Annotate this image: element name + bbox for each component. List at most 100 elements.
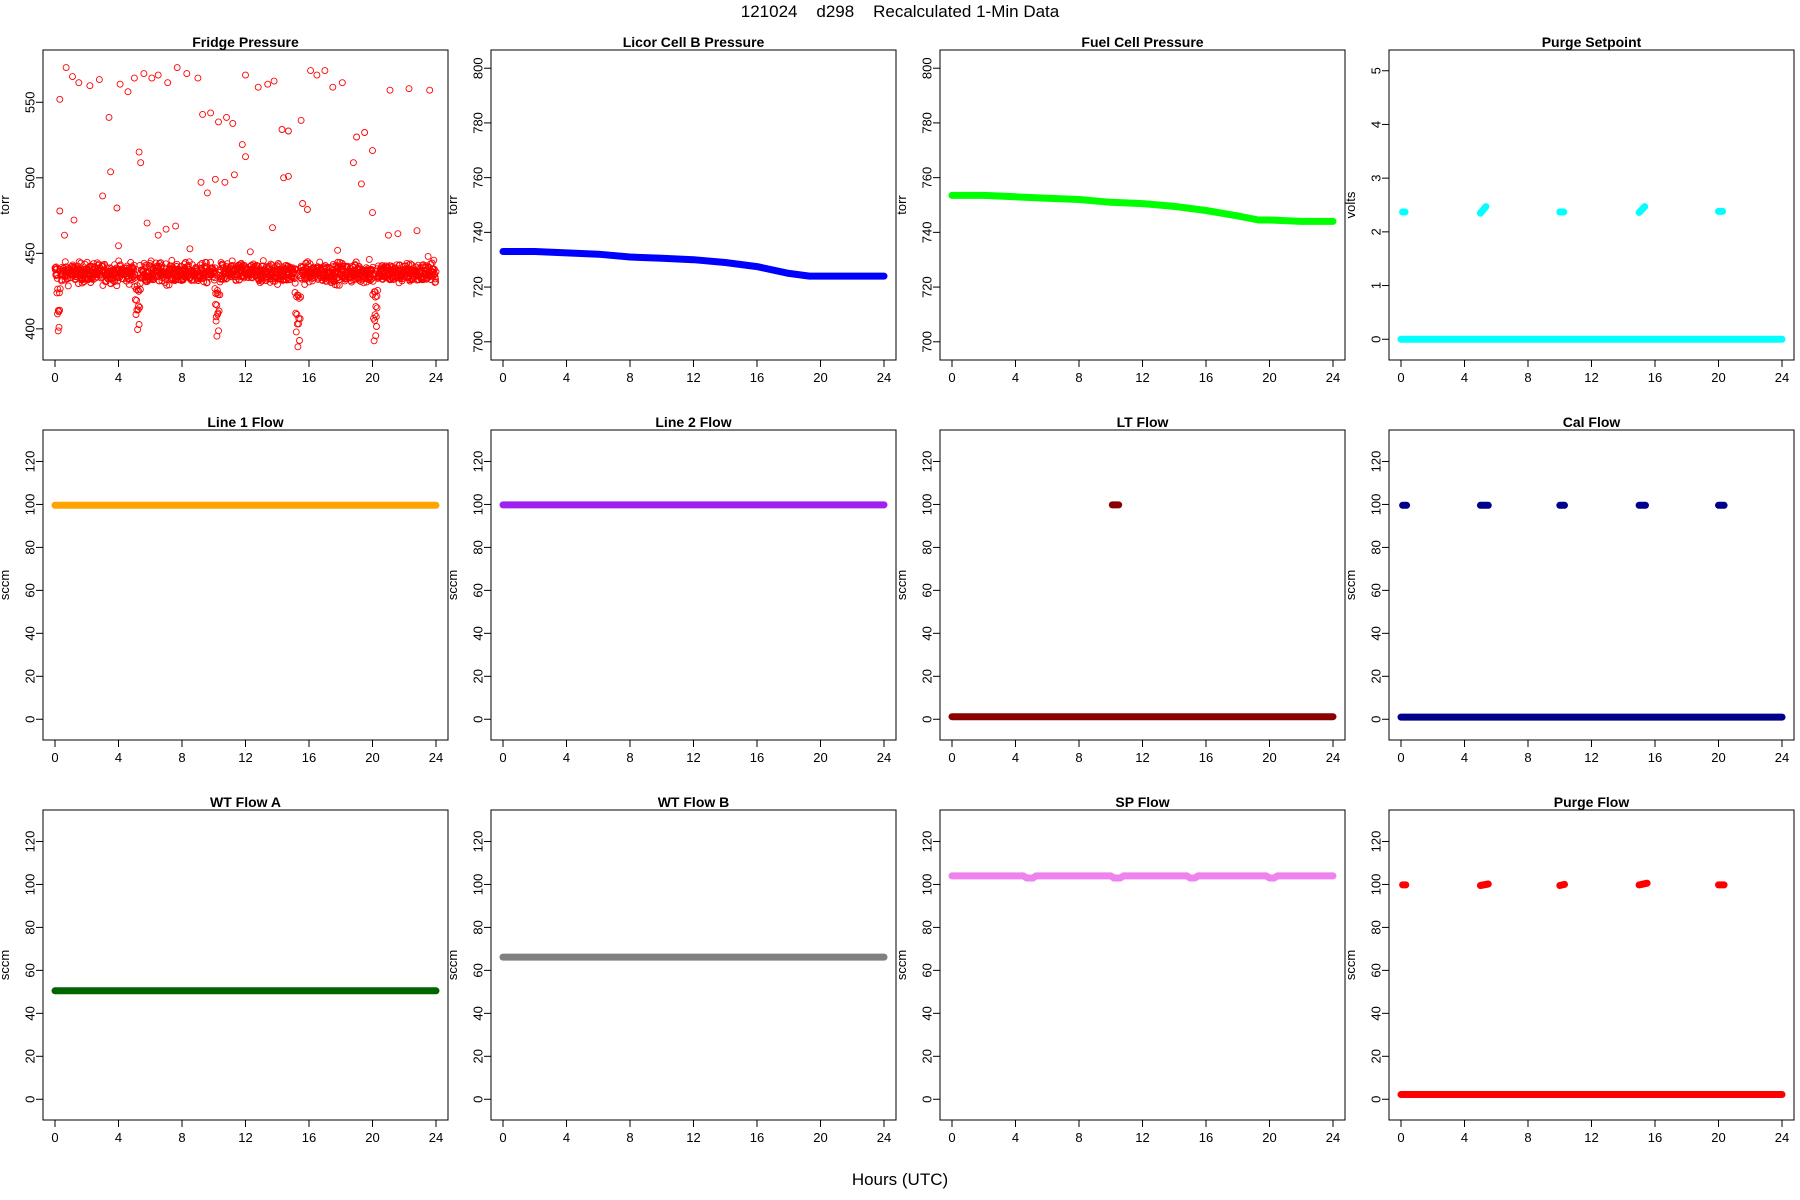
data-point <box>296 337 303 344</box>
x-tick-label: 4 <box>1461 1130 1468 1145</box>
x-tick-label: 24 <box>1326 370 1340 385</box>
data-point <box>280 174 288 182</box>
x-tick-label: 8 <box>178 1130 185 1145</box>
y-tick-label: 20 <box>471 1049 486 1063</box>
page-title: 121024 d298 Recalculated 1-Min Data <box>740 2 1060 21</box>
data-point <box>56 306 64 314</box>
x-tick-label: 12 <box>1584 1130 1598 1145</box>
y-tick-label: 0 <box>1369 1096 1384 1103</box>
y-tick-label: 60 <box>1369 583 1384 597</box>
data-point <box>62 64 70 72</box>
x-tick-label: 16 <box>1199 1130 1213 1145</box>
y-tick-label: 550 <box>23 91 38 113</box>
y-tick-label: 120 <box>23 831 38 853</box>
data-point <box>54 285 62 293</box>
y-axis-label: torr <box>894 195 909 215</box>
y-tick-label: 120 <box>920 831 935 853</box>
data-point <box>278 126 286 133</box>
y-axis-label: sccm <box>0 570 12 600</box>
y-tick-label: 0 <box>23 1096 38 1103</box>
data-point <box>303 206 311 213</box>
y-tick-label: 120 <box>1369 451 1384 473</box>
x-tick-label: 8 <box>1524 750 1531 765</box>
y-tick-label: 120 <box>23 451 38 473</box>
y-axis-label: sccm <box>894 950 909 980</box>
data-point <box>199 110 207 118</box>
data-point <box>212 300 219 308</box>
x-tick-label: 16 <box>1648 370 1662 385</box>
data-cluster <box>1635 879 1651 889</box>
x-tick-label: 4 <box>563 370 570 385</box>
panel-title: Fuel Cell Pressure <box>1081 34 1203 50</box>
data-point <box>95 76 103 84</box>
y-tick-label: 40 <box>471 1006 486 1020</box>
y-tick-label: 100 <box>23 494 38 516</box>
x-tick-label: 4 <box>1461 750 1468 765</box>
y-tick-label: 700 <box>471 331 486 353</box>
x-tick-label: 12 <box>686 370 700 385</box>
data-point <box>228 257 236 265</box>
x-tick-label: 24 <box>877 370 891 385</box>
y-tick-label: 100 <box>1369 874 1384 896</box>
data-point <box>230 171 238 179</box>
x-tick-label: 16 <box>302 1130 316 1145</box>
x-tick-label: 24 <box>1326 1130 1340 1145</box>
x-tick-label: 16 <box>1199 750 1213 765</box>
x-tick-label: 0 <box>1397 370 1404 385</box>
data-point <box>384 231 392 239</box>
y-axis-label: sccm <box>0 950 12 980</box>
data-point <box>54 327 62 335</box>
y-tick-label: 80 <box>920 920 935 934</box>
x-tick-label: 20 <box>813 750 827 765</box>
panel-title: Cal Flow <box>1563 414 1621 430</box>
data-point <box>299 200 307 207</box>
y-tick-label: 20 <box>1369 669 1384 683</box>
series-line <box>948 191 1337 225</box>
x-tick-label: 24 <box>1775 750 1789 765</box>
panel-title: Purge Flow <box>1554 794 1630 810</box>
data-point <box>215 118 222 126</box>
y-axis-label: torr <box>445 195 460 215</box>
data-point <box>53 289 61 297</box>
y-tick-label: 450 <box>23 242 38 264</box>
data-point <box>369 147 376 155</box>
data-point <box>134 326 142 334</box>
data-point <box>269 224 276 232</box>
data-point <box>173 260 181 268</box>
x-tick-label: 12 <box>1135 1130 1149 1145</box>
data-point <box>432 278 440 286</box>
data-point <box>426 86 434 94</box>
data-point <box>361 129 369 136</box>
data-point <box>373 304 381 312</box>
y-tick-label: 60 <box>23 583 38 597</box>
panel-title: Line 2 Flow <box>655 414 731 430</box>
data-point <box>212 317 220 325</box>
x-tick-label: 20 <box>1711 370 1725 385</box>
data-point <box>113 204 121 212</box>
panel-5: Line 2 Flow 0 4 8 12 16 20 24 0 20 40 60 80 100 120 scc… <box>445 414 897 765</box>
y-axis-label: sccm <box>445 570 460 600</box>
x-tick-label: 4 <box>1012 750 1019 765</box>
x-tick-label: 4 <box>115 1130 122 1145</box>
x-tick-label: 16 <box>750 1130 764 1145</box>
data-point <box>172 222 180 230</box>
y-tick-label: 60 <box>23 963 38 977</box>
x-tick-label: 20 <box>1711 1130 1725 1145</box>
y-tick-label: 0 <box>471 716 486 723</box>
y-tick-label: 40 <box>920 1006 935 1020</box>
data-point <box>333 281 341 289</box>
data-point <box>56 207 64 215</box>
y-axis-label: sccm <box>1343 950 1358 980</box>
data-point <box>353 133 361 141</box>
data-point <box>413 227 421 235</box>
data-point <box>213 301 221 309</box>
data-point <box>394 230 402 238</box>
data-point <box>270 77 278 85</box>
y-tick-label: 40 <box>471 626 486 640</box>
y-tick-label: 120 <box>471 451 486 473</box>
panel-9: WT Flow B 0 4 8 12 16 20 24 0 20 40 60 80 100 120 sccm <box>445 794 897 1145</box>
data-point <box>211 270 219 278</box>
x-tick-label: 20 <box>813 1130 827 1145</box>
